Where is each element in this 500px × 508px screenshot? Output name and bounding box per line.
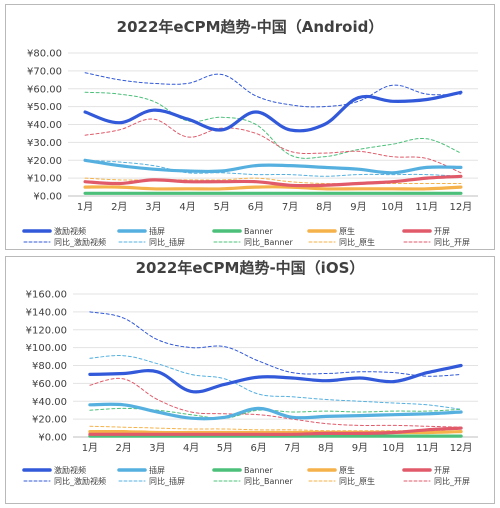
series-line-0 [88, 363, 463, 394]
legend-label: 同比_激励视频 [54, 476, 106, 486]
x-tick-label: 9月 [350, 201, 366, 213]
series-line-yoy-7 [89, 407, 462, 419]
y-tick-label: ¥60.00 [27, 84, 62, 95]
y-tick-label: ¥30.00 [27, 138, 62, 149]
legend-label: 同比_开屏 [434, 476, 470, 486]
series-line-yoy-6 [89, 355, 462, 410]
x-tick-label: 2月 [111, 201, 127, 213]
x-tick-label: 9月 [352, 442, 368, 454]
series-line-yoy-6 [84, 159, 462, 177]
x-tick-label: 1月 [77, 201, 93, 213]
x-tick-label: 8月 [316, 201, 332, 213]
y-tick-label: ¥100.00 [26, 343, 67, 354]
legend-label: 同比_插屏 [149, 476, 185, 486]
y-tick-label: ¥160.00 [26, 290, 67, 301]
series-line-yoy-5 [89, 311, 462, 377]
series-line-1 [88, 402, 463, 421]
legend-label: Banner [244, 466, 273, 475]
legend-label: 开屏 [434, 466, 450, 475]
legend-label: 同比_原生 [339, 237, 375, 247]
y-tick-label: ¥40.00 [32, 397, 67, 408]
x-tick-label: 5月 [214, 201, 230, 213]
y-tick-label: ¥40.00 [27, 120, 62, 131]
legend-label: 同比_激励视频 [54, 237, 106, 247]
series-line-yoy-9 [84, 118, 462, 174]
chart-panel-ios: 2022年eCPM趋势-中国（iOS） ¥0.00 ¥20.00 ¥40.00 ¥60.… [5, 256, 495, 504]
x-tick-label: 4月 [183, 442, 199, 454]
x-tick-label: 7月 [282, 201, 298, 213]
x-tick-label: 5月 [217, 442, 233, 454]
series-line-4 [88, 426, 463, 436]
x-tick-label: 1月 [82, 442, 98, 454]
x-tick-label: 10月 [382, 442, 405, 454]
legend-label: 激励视频 [54, 465, 86, 475]
y-tick-label: ¥80.00 [27, 49, 62, 60]
y-tick-label: ¥20.00 [27, 156, 62, 167]
legend-label: Banner [244, 227, 273, 236]
legend-label: 同比_插屏 [149, 237, 185, 247]
series-line-yoy-7 [84, 91, 462, 159]
x-tick-label: 3月 [145, 201, 161, 213]
y-tick-label: ¥20.00 [32, 415, 67, 426]
series-line-4 [83, 174, 463, 188]
legend-label: 同比_Banner [244, 476, 293, 486]
y-tick-label: ¥70.00 [27, 66, 62, 77]
y-tick-label: ¥120.00 [26, 325, 67, 336]
x-tick-label: 6月 [248, 201, 264, 213]
x-tick-label: 11月 [416, 442, 439, 454]
chart-title: 2022年eCPM趋势-中国（iOS） [136, 259, 365, 277]
x-tick-label: 12月 [450, 442, 473, 454]
series-line-3 [83, 185, 463, 191]
y-tick-label: ¥140.00 [26, 307, 67, 318]
chart-ios: 2022年eCPM趋势-中国（iOS） ¥0.00 ¥20.00 ¥40.00 ¥60.… [22, 259, 478, 486]
legend-label: 激励视频 [54, 226, 86, 236]
x-tick-label: 7月 [284, 442, 300, 454]
legend-label: 插屏 [149, 465, 165, 475]
legend-label: 开屏 [434, 227, 450, 236]
series-line-yoy-5 [84, 72, 462, 108]
legend-label: 同比_开屏 [434, 237, 470, 247]
x-tick-label: 6月 [250, 442, 266, 454]
series-line-yoy-9 [89, 377, 462, 428]
chart-panel-android: 2022年eCPM趋势-中国（Android） ¥0.00 ¥10.00 ¥20.00… [5, 4, 495, 250]
x-tick-label: 12月 [450, 201, 473, 213]
y-tick-label: ¥60.00 [32, 379, 67, 390]
y-tick-label: ¥10.00 [27, 174, 62, 185]
x-tick-label: 2月 [115, 442, 131, 454]
legend-label: 插屏 [149, 226, 165, 236]
legend-label: 原生 [339, 226, 355, 236]
y-tick-label: ¥0.00 [33, 192, 62, 203]
y-tick-label: ¥80.00 [32, 361, 67, 372]
x-tick-label: 8月 [318, 442, 334, 454]
series-line-yoy-8 [84, 177, 462, 185]
x-tick-label: 10月 [381, 201, 404, 213]
legend-label: 同比_原生 [339, 476, 375, 486]
y-tick-label: ¥50.00 [27, 102, 62, 113]
series-line-0 [83, 90, 463, 133]
x-tick-label: 11月 [415, 201, 438, 213]
series-line-1 [83, 158, 463, 175]
x-tick-label: 3月 [149, 442, 165, 454]
chart-title: 2022年eCPM趋势-中国（Android） [117, 18, 384, 36]
legend-label: 同比_Banner [244, 237, 293, 247]
x-tick-label: 4月 [179, 201, 195, 213]
chart-android: 2022年eCPM趋势-中国（Android） ¥0.00 ¥10.00 ¥20.00… [22, 18, 478, 247]
legend-label: 原生 [339, 465, 355, 475]
y-tick-label: ¥0.00 [38, 433, 67, 444]
